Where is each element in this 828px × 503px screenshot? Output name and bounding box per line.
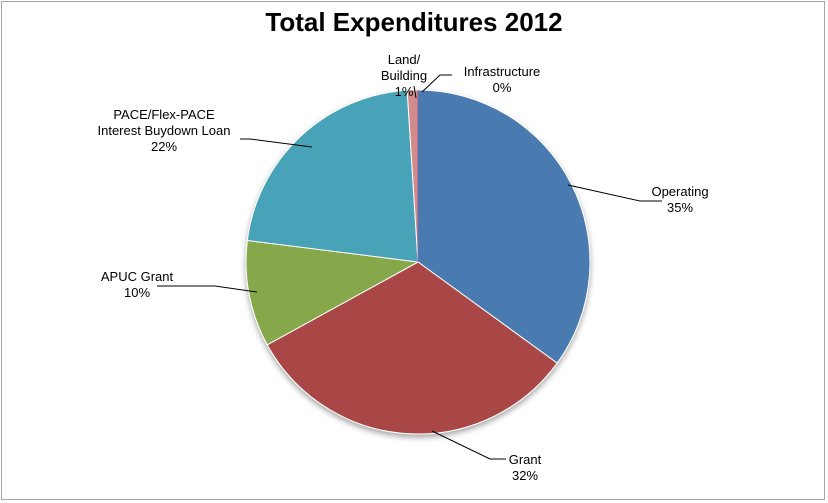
slice-percent: 32% [512, 468, 538, 483]
leader-line [431, 430, 506, 460]
pie-slices [245, 89, 591, 435]
leader-line [421, 74, 452, 93]
slice-percent: 22% [151, 139, 177, 154]
slice-label: Grant 32% [509, 452, 542, 483]
leader-line [413, 85, 417, 99]
slice-percent: 0% [493, 80, 512, 95]
slice-label: APUC Grant 10% [101, 269, 174, 300]
slice-percent: 35% [667, 200, 693, 215]
slice-labels: Operating 35% Grant 32% APUC Grant 10% PACE/Fl… [98, 52, 709, 483]
chart-title: Total Expenditures 2012 [265, 7, 563, 37]
slice-percent: 10% [124, 285, 150, 300]
leader-lines [157, 74, 662, 460]
slice-label: PACE/Flex-PACE Interest Buydown Loan 22% [98, 107, 231, 154]
slice-label: Infrastructure 0% [464, 64, 541, 95]
slice-name: Land/ [388, 52, 421, 67]
pie-slice-pace-flex-pace-interest-buydown-loan [246, 89, 419, 263]
slice-name: PACE/Flex-PACE [113, 107, 215, 122]
pie-slice-grant [266, 261, 558, 435]
slice-name: Operating [651, 184, 708, 199]
slice-name: Interest Buydown Loan [98, 123, 231, 138]
slice-name: APUC Grant [101, 269, 174, 284]
pie-slice-operating [417, 89, 591, 364]
pie-slice-apuc-grant [245, 239, 420, 346]
leader-line [240, 138, 313, 148]
slice-name: Infrastructure [464, 64, 541, 79]
leader-line [157, 285, 258, 293]
leader-line [567, 184, 662, 202]
slice-name: Building [381, 68, 427, 83]
slice-percent: 1% [395, 84, 414, 99]
slice-label: Land/Building 1% [381, 52, 427, 99]
slice-label: Operating 35% [651, 184, 708, 215]
slice-name: Grant [509, 452, 542, 467]
